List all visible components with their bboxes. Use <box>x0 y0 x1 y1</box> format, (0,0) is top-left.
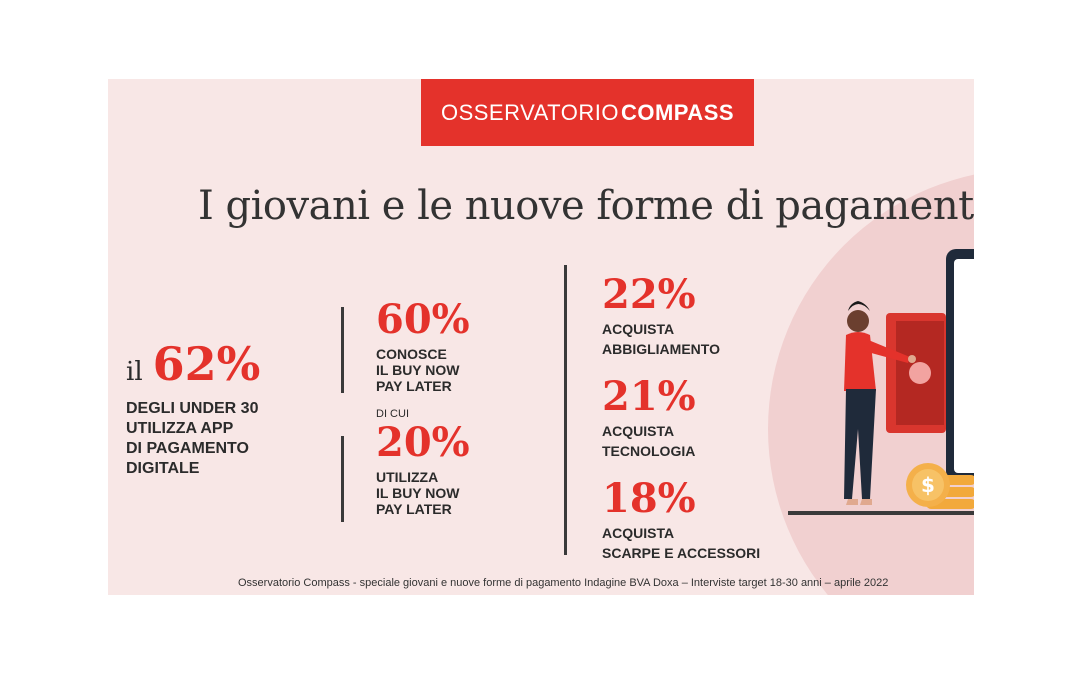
brand-header: OSSERVATORIO COMPASS <box>421 79 754 146</box>
caption-line: CONOSCE <box>376 346 447 362</box>
infographic-card: OSSERVATORIO COMPASS I giovani e le nuov… <box>108 79 974 595</box>
page-title: I giovani e le nuove forme di pagamento <box>198 183 974 229</box>
stat-main-caption: DEGLI UNDER 30 UTILIZZA APP DI PAGAMENTO… <box>126 399 296 479</box>
source-footnote: Osservatorio Compass - speciale giovani … <box>238 577 889 589</box>
stat-shoes: 18% ACQUISTA SCARPE E ACCESSORI <box>602 475 822 562</box>
caption-line: SCARPE E ACCESSORI <box>602 545 761 561</box>
caption-line: ACQUISTA <box>602 423 675 439</box>
divider-line <box>341 436 344 522</box>
dollar-coin-icon: $ <box>906 463 974 509</box>
svg-text:$: $ <box>921 473 935 497</box>
brand-name-bold: COMPASS <box>620 99 735 125</box>
stat-tech-caption: ACQUISTA TECNOLOGIA <box>602 423 802 459</box>
caption-line: UTILIZZA <box>376 469 439 485</box>
stat-main-headline: il 62% <box>126 341 260 387</box>
caption-line: DIGITALE <box>126 460 200 477</box>
caption-line: PAY LATER <box>376 378 452 394</box>
caption-line: IL BUY NOW <box>376 485 460 501</box>
caption-line: DI PAGAMENTO <box>126 440 249 457</box>
caption-line: TECNOLOGIA <box>602 443 696 459</box>
stat-tech: 21% ACQUISTA TECNOLOGIA <box>602 373 802 460</box>
stat-bnpl-use: 20% UTILIZZA IL BUY NOW PAY LATER <box>376 419 536 518</box>
stat-clothing-caption: ACQUISTA ABBIGLIAMENTO <box>602 321 802 357</box>
divider-line <box>564 265 567 555</box>
caption-line: DEGLI UNDER 30 <box>126 400 259 417</box>
stat-bnpl-use-value: 20% <box>376 419 470 466</box>
stat-main-prefix: il <box>126 357 143 387</box>
divider-line <box>341 307 344 393</box>
stat-shoes-caption: ACQUISTA SCARPE E ACCESSORI <box>602 525 822 561</box>
stat-main-value: 62% <box>152 337 261 391</box>
brand-name-light: OSSERVATORIO <box>440 99 619 125</box>
person-paying-smartphone-illustration: $ <box>788 249 974 515</box>
stat-bnpl-know: 60% CONOSCE IL BUY NOW PAY LATER <box>376 296 536 395</box>
stat-bnpl-know-caption: CONOSCE IL BUY NOW PAY LATER <box>376 346 536 394</box>
stat-clothing: 22% ACQUISTA ABBIGLIAMENTO <box>602 271 802 358</box>
stat-tech-value: 21% <box>602 373 696 420</box>
of-which-label: DI CUI <box>376 408 409 420</box>
caption-line: PAY LATER <box>376 501 452 517</box>
caption-line: ABBIGLIAMENTO <box>602 341 720 357</box>
caption-line: ACQUISTA <box>602 321 675 337</box>
stat-clothing-value: 22% <box>602 271 696 318</box>
stat-shoes-value: 18% <box>602 475 696 522</box>
stat-bnpl-know-value: 60% <box>376 296 470 343</box>
caption-line: IL BUY NOW <box>376 362 460 378</box>
caption-line: ACQUISTA <box>602 525 675 541</box>
caption-line: UTILIZZA APP <box>126 420 234 437</box>
stat-bnpl-use-caption: UTILIZZA IL BUY NOW PAY LATER <box>376 469 536 517</box>
